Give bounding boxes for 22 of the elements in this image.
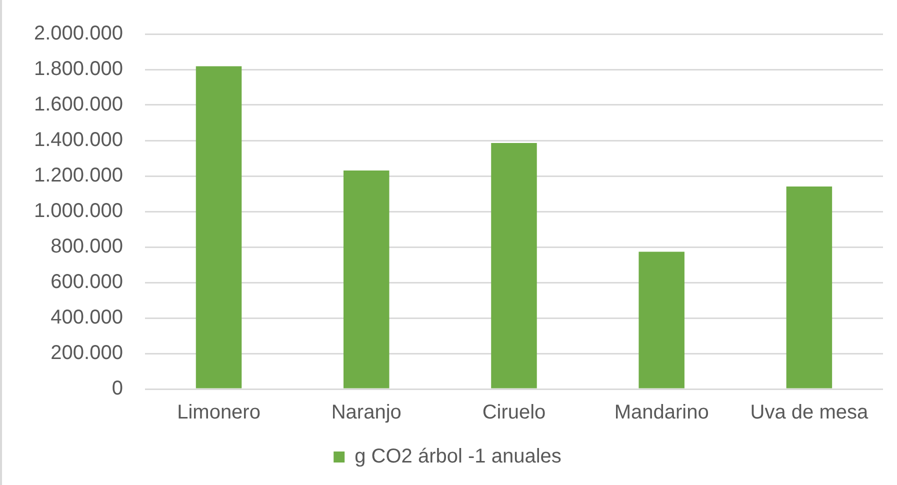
- bar: [638, 252, 684, 388]
- y-tick-label: 1.000.000: [34, 200, 123, 222]
- x-tick-label: Limonero: [177, 402, 260, 424]
- bar: [491, 142, 537, 388]
- y-tick-label: 1.600.000: [34, 94, 123, 116]
- x-tick-label: Naranjo: [331, 402, 402, 424]
- y-tick-label: 400.000: [50, 306, 123, 329]
- y-tick-label: 0: [112, 378, 123, 400]
- x-tick-label: Ciruelo: [482, 402, 546, 424]
- legend-label: g CO2 árbol -1 anuales: [354, 446, 562, 468]
- bar: [344, 170, 390, 388]
- y-tick-label: 600.000: [50, 271, 123, 294]
- bar: [196, 66, 242, 388]
- bar: [786, 186, 832, 388]
- y-tick-label: 1.400.000: [34, 129, 123, 152]
- x-tick-label: Uva de mesa: [750, 402, 869, 424]
- x-tick-label: Mandarino: [614, 402, 709, 424]
- y-tick-label: 800.000: [50, 236, 123, 258]
- y-tick-label: 200.000: [50, 342, 123, 364]
- y-tick-label: 1.200.000: [34, 164, 123, 187]
- y-tick-label: 2.000.000: [34, 22, 123, 45]
- y-tick-label: 1.800.000: [34, 58, 123, 80]
